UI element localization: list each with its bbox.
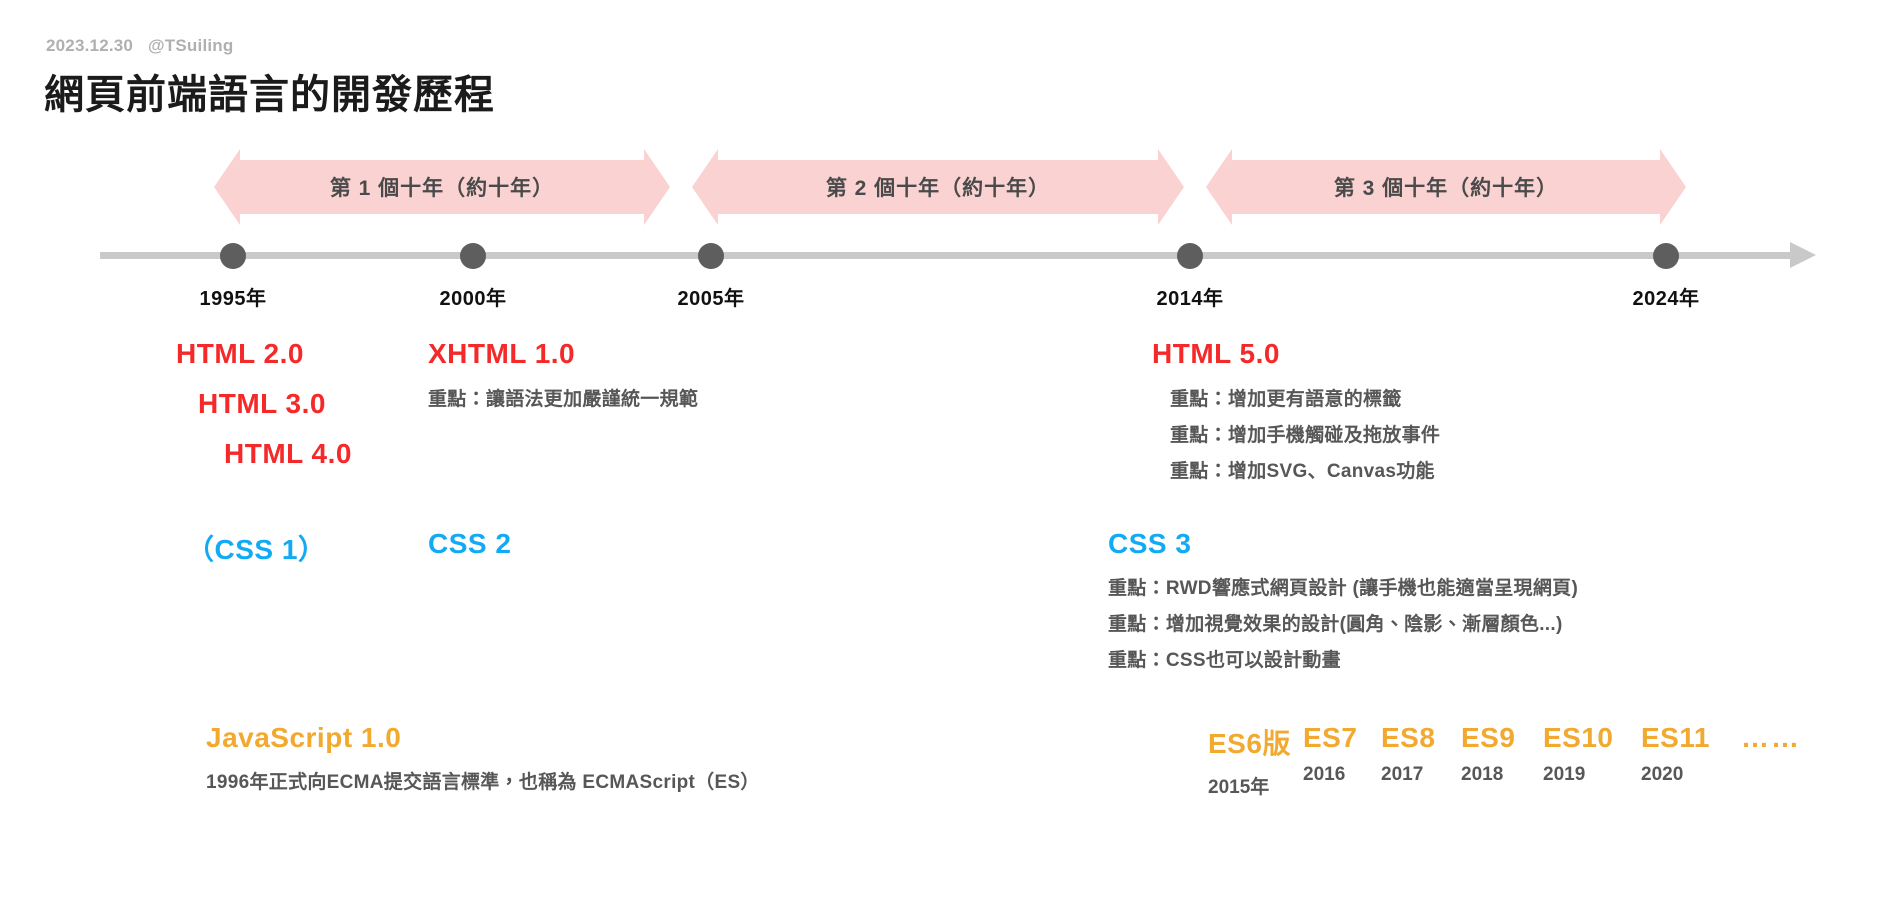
es-name-ellipsis: …… <box>1741 722 1801 753</box>
css2-2000-block: CSS 2 <box>428 528 511 560</box>
es-item-es8: ES8 2017 <box>1381 722 1461 786</box>
es-year-es9: 2018 <box>1461 764 1504 785</box>
meta-line: 2023.12.30 @TSuiling <box>46 36 233 56</box>
timeline-dot-1995 <box>220 243 246 269</box>
es-name-es9: ES9 <box>1461 722 1516 753</box>
timeline-dot-2000 <box>460 243 486 269</box>
css3-note-1: 重點：RWD響應式網頁設計 (讓手機也能適當呈現網頁) <box>1108 578 1579 599</box>
es-item-es11: ES11 2020 <box>1641 722 1741 786</box>
decade-banner-1-label: 第 1 個十年（約十年） <box>329 177 555 200</box>
javascript-2000-block: JavaScript 1.0 1996年正式向ECMA提交語言標準，也稱為 EC… <box>206 722 760 794</box>
html5-title: HTML 5.0 <box>1152 338 1280 369</box>
timeline-label-2014: 2014年 <box>1156 288 1224 310</box>
decade-banner-3: 第 3 個十年（約十年） <box>1206 149 1686 225</box>
es-name-es6: ES6版 <box>1208 728 1291 759</box>
page-title: 網頁前端語言的開發歷程 <box>44 73 495 117</box>
timeline-dot-2014 <box>1177 243 1203 269</box>
css3-note-2: 重點：增加視覺效果的設計(圓角、陰影、漸層顏色...) <box>1108 614 1563 635</box>
es-item-es9: ES9 2018 <box>1461 722 1543 786</box>
timeline-label-2024: 2024年 <box>1632 288 1700 310</box>
html5-2014-block: HTML 5.0 重點：增加更有語意的標籤 重點：增加手機觸碰及拖放事件 重點：… <box>1152 338 1440 483</box>
css1-1995-block: （CSS 1） <box>186 528 326 568</box>
decade-banner-1: 第 1 個十年（約十年） <box>214 149 670 225</box>
es-item-es6: ES6版 2015年 <box>1208 722 1303 799</box>
css3-2014-block: CSS 3 重點：RWD響應式網頁設計 (讓手機也能適當呈現網頁) 重點：增加視… <box>1108 528 1578 672</box>
es-name-es10: ES10 <box>1543 722 1614 753</box>
decade-banner-2: 第 2 個十年（約十年） <box>692 149 1184 225</box>
html5-note-2: 重點：增加手機觸碰及拖放事件 <box>1170 425 1441 446</box>
es-item-es10: ES10 2019 <box>1543 722 1641 786</box>
html-version-2: HTML 2.0 <box>176 338 304 369</box>
es-name-es7: ES7 <box>1303 722 1358 753</box>
xhtml-note-1: 重點：讓語法更加嚴謹統一規範 <box>428 389 699 410</box>
css1-title: （CSS 1） <box>186 534 327 565</box>
javascript-note-1: 1996年正式向ECMA提交語言標準，也稱為 ECMAScript（ES） <box>206 772 760 793</box>
timeline-label-1995: 1995年 <box>199 288 267 310</box>
es-year-es8: 2017 <box>1381 764 1424 785</box>
timeline-axis <box>100 252 1792 259</box>
timeline-dot-2024 <box>1653 243 1679 269</box>
xhtml-2000-block: XHTML 1.0 重點：讓語法更加嚴謹統一規範 <box>428 338 698 411</box>
es-versions-row: ES6版 2015年 ES7 2016 ES8 2017 ES9 2018 ES… <box>1208 722 1801 799</box>
es-name-es8: ES8 <box>1381 722 1436 753</box>
decade-banner-2-label: 第 2 個十年（約十年） <box>825 177 1051 200</box>
timeline-label-2005: 2005年 <box>677 288 745 310</box>
author-handle: @TSuiling <box>148 36 234 55</box>
es-name-es11: ES11 <box>1641 722 1710 753</box>
es-year-es11: 2020 <box>1641 764 1684 785</box>
html5-note-1: 重點：增加更有語意的標籤 <box>1170 389 1402 410</box>
es-item-ellipsis: …… <box>1741 722 1801 764</box>
javascript-title: JavaScript 1.0 <box>206 722 402 753</box>
html-versions-1995-block: HTML 2.0 HTML 3.0 HTML 4.0 <box>176 338 352 488</box>
html5-note-3: 重點：增加SVG、Canvas功能 <box>1170 461 1435 482</box>
xhtml-title: XHTML 1.0 <box>428 338 576 369</box>
timeline-arrow-icon <box>1790 242 1816 268</box>
css2-title: CSS 2 <box>428 528 512 559</box>
es-year-es10: 2019 <box>1543 764 1586 785</box>
timeline-label-2000: 2000年 <box>439 288 507 310</box>
es-item-es7: ES7 2016 <box>1303 722 1381 786</box>
es-year-es7: 2016 <box>1303 764 1346 785</box>
decade-banner-3-label: 第 3 個十年（約十年） <box>1333 177 1559 200</box>
css3-title: CSS 3 <box>1108 528 1192 559</box>
es-year-es6: 2015年 <box>1208 777 1270 798</box>
publish-date: 2023.12.30 <box>46 36 134 55</box>
css3-note-3: 重點：CSS也可以設計動畫 <box>1108 650 1341 671</box>
html-version-3: HTML 3.0 <box>198 388 326 419</box>
html-version-4: HTML 4.0 <box>224 438 352 469</box>
timeline-dot-2005 <box>698 243 724 269</box>
